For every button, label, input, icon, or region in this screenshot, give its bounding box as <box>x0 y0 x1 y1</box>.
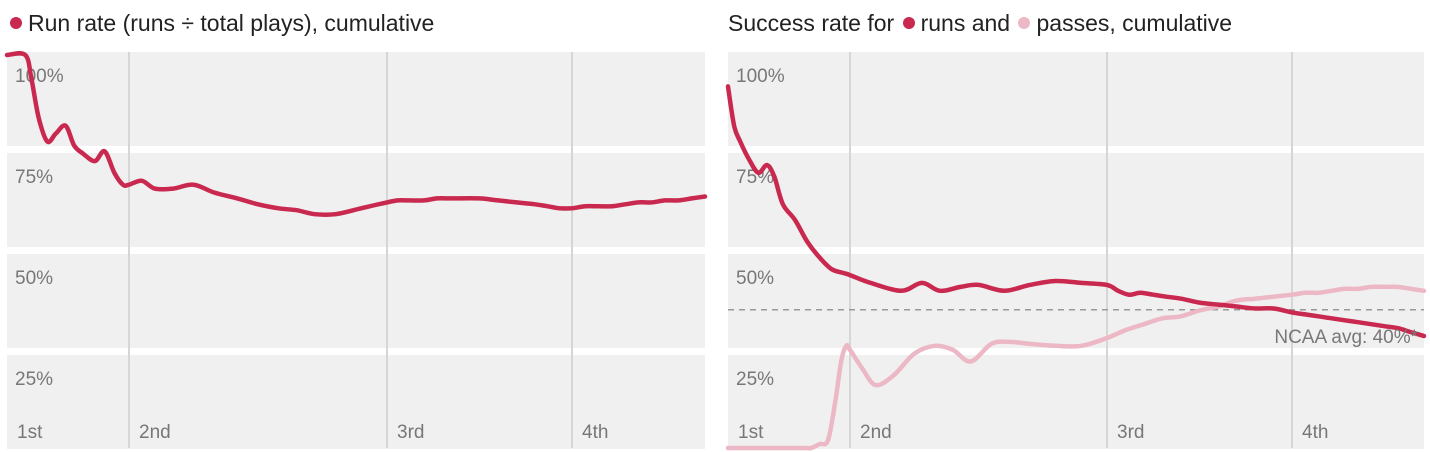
y-tick-label: 50% <box>15 268 53 289</box>
background-band <box>7 153 705 247</box>
ncaa-average-label: NCAA avg: 40%* <box>1274 327 1418 348</box>
background-band <box>7 254 705 348</box>
success-rate-plot: 100% 75% 50% 25% 1st 2nd 3rd 4th NCAA avg: 40%* <box>725 52 1427 451</box>
runs-legend-dot <box>902 17 915 29</box>
y-tick-label: 75% <box>736 167 774 188</box>
title-part-0: Success rate for <box>728 10 901 36</box>
x-tick-label: 1st <box>17 422 43 443</box>
y-tick-label: 25% <box>736 369 774 390</box>
chart-title: Success rate for runs and passes, cumula… <box>728 10 1232 37</box>
success-rate-chart: Success rate for runs and passes, cumula… <box>712 0 1430 452</box>
background-band <box>728 254 1424 348</box>
passes-legend-dot <box>1018 17 1031 29</box>
background-band <box>728 153 1424 247</box>
x-tick-label: 1st <box>738 422 764 443</box>
y-tick-label: 75% <box>15 167 53 188</box>
x-tick-label: 2nd <box>860 422 892 443</box>
y-tick-label: 100% <box>736 66 785 87</box>
background-band <box>7 355 705 449</box>
background-band <box>7 52 705 146</box>
title-part-1: runs and <box>920 10 1017 36</box>
runs-line <box>725 84 1427 339</box>
title-part-0: Run rate (runs ÷ total plays), cumulativ… <box>28 10 435 36</box>
x-tick-label: 4th <box>582 422 608 443</box>
x-tick-label: 3rd <box>1117 422 1144 443</box>
run-rate-plot: 100% 75% 50% 25% 1st 2nd 3rd 4th <box>4 51 708 449</box>
y-tick-label: 25% <box>15 369 53 390</box>
chart-title: Run rate (runs ÷ total plays), cumulativ… <box>8 10 434 37</box>
x-tick-label: 4th <box>1302 422 1328 443</box>
title-part-2: passes, cumulative <box>1036 10 1233 36</box>
runs-line <box>4 51 708 218</box>
y-tick-label: 100% <box>15 66 64 87</box>
runs-legend-dot <box>10 17 22 29</box>
passes-line <box>725 284 1427 451</box>
background-band <box>728 52 1424 146</box>
run-rate-chart: Run rate (runs ÷ total plays), cumulativ… <box>0 0 712 452</box>
y-tick-label: 50% <box>736 268 774 289</box>
x-tick-label: 3rd <box>397 422 424 443</box>
x-tick-label: 2nd <box>139 422 171 443</box>
background-band <box>728 355 1424 449</box>
